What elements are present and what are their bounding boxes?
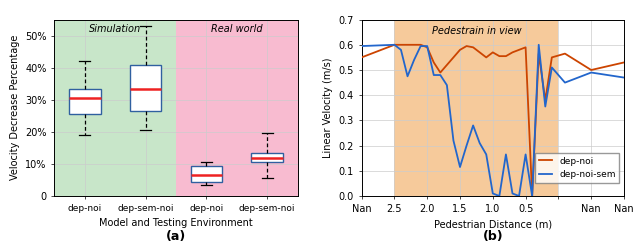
Y-axis label: Linear Velocity (m/s): Linear Velocity (m/s) bbox=[323, 58, 333, 158]
X-axis label: Pedestrian Distance (m): Pedestrian Distance (m) bbox=[434, 219, 552, 229]
Bar bbox=[69, 88, 100, 114]
Legend: dep-noi, dep-noi-sem: dep-noi, dep-noi-sem bbox=[535, 153, 620, 183]
Bar bbox=[130, 64, 161, 111]
Text: Pedestrain in view: Pedestrain in view bbox=[431, 26, 521, 36]
Bar bbox=[394, 20, 558, 196]
Text: (a): (a) bbox=[166, 230, 186, 243]
Bar bbox=[176, 20, 298, 196]
Text: Real world: Real world bbox=[211, 24, 262, 34]
Bar bbox=[191, 166, 222, 182]
Text: (b): (b) bbox=[483, 230, 503, 243]
Y-axis label: Velocity Decrease Percentage: Velocity Decrease Percentage bbox=[10, 35, 20, 181]
Text: Simulation: Simulation bbox=[89, 24, 141, 34]
Bar bbox=[252, 153, 283, 162]
Bar bbox=[54, 20, 176, 196]
X-axis label: Model and Testing Environment: Model and Testing Environment bbox=[99, 218, 253, 228]
